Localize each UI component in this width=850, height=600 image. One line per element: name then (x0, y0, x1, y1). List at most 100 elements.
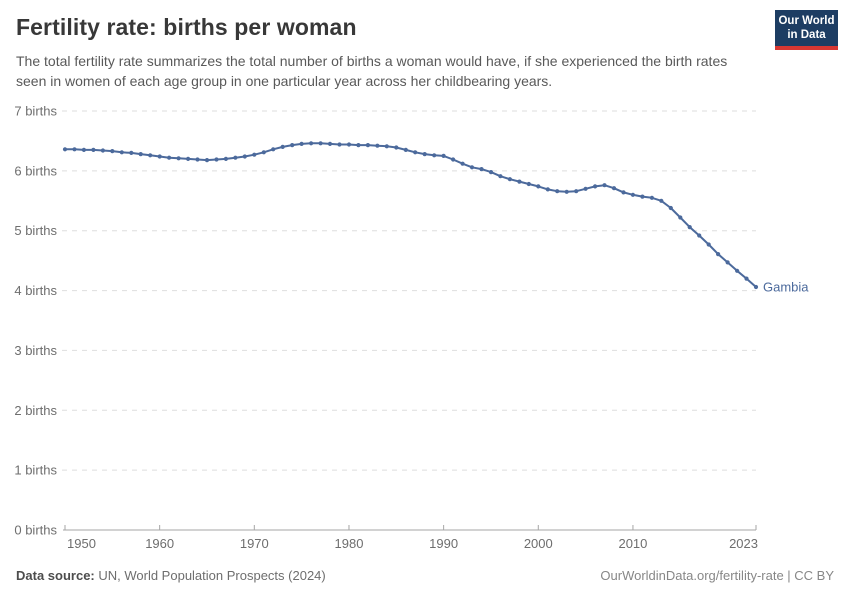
data-point (659, 198, 664, 203)
y-axis-label: 7 births (14, 104, 57, 119)
data-source-value: UN, World Population Prospects (2024) (94, 568, 326, 583)
x-axis-label: 2010 (618, 536, 647, 551)
data-point (261, 150, 266, 155)
data-point (119, 150, 124, 155)
x-axis-label: 1980 (335, 536, 364, 551)
data-point (621, 190, 626, 195)
y-axis-label: 3 births (14, 343, 57, 358)
data-point (432, 153, 437, 158)
data-point (602, 183, 607, 188)
data-point (441, 153, 446, 158)
data-point (72, 147, 77, 152)
data-point (507, 177, 512, 182)
data-point (735, 268, 740, 273)
owid-logo-line1: Our World (778, 14, 835, 27)
data-point (62, 147, 68, 152)
data-point (233, 155, 238, 160)
owid-logo-line2: in Data (787, 29, 826, 41)
data-point (356, 143, 361, 148)
data-point (668, 205, 673, 211)
y-axis-label: 4 births (14, 283, 57, 298)
data-point (564, 189, 569, 194)
data-point (299, 141, 304, 146)
data-point (129, 150, 134, 155)
entity-label: Gambia (763, 279, 809, 294)
data-point (214, 157, 219, 162)
y-axis-label: 5 births (14, 223, 57, 238)
chart-subtitle: The total fertility rate summarizes the … (16, 53, 728, 89)
data-point (346, 142, 352, 147)
x-axis-label: 1990 (429, 536, 458, 551)
data-point (195, 157, 200, 162)
data-point (488, 170, 494, 175)
data-point (422, 152, 427, 157)
x-axis-label: 1970 (240, 536, 269, 551)
data-point (649, 195, 655, 200)
data-point (716, 252, 721, 257)
data-point (365, 143, 370, 148)
data-point (309, 141, 314, 146)
data-point (574, 189, 579, 194)
data-point (204, 158, 210, 163)
data-point (517, 179, 522, 184)
credit-link[interactable]: OurWorldinData.org/fertility-rate | CC B… (600, 568, 834, 583)
data-point (327, 141, 333, 146)
data-point (91, 147, 96, 152)
owid-logo[interactable]: Our World in Data (775, 10, 838, 50)
data-point (337, 142, 342, 147)
data-point (318, 141, 323, 146)
x-axis-label: 1960 (145, 536, 174, 551)
line-chart: 7 births 6 births 5 births 4 births 3 births… (14, 104, 809, 552)
data-point (252, 152, 257, 157)
data-point (186, 156, 191, 161)
data-point (498, 174, 503, 179)
data-point (611, 186, 617, 191)
page-title: Fertility rate: births per woman (16, 14, 357, 40)
data-point (167, 155, 172, 160)
data-point (697, 233, 702, 238)
data-point (413, 150, 418, 155)
data-point (271, 147, 276, 152)
x-axis-label: 2000 (524, 536, 553, 551)
data-point (678, 215, 683, 220)
data-point (242, 154, 247, 159)
data-point (176, 156, 181, 161)
data-point (223, 156, 228, 161)
series-line (65, 142, 757, 288)
data-point (157, 154, 162, 159)
y-axis-label: 6 births (14, 163, 57, 178)
data-point (110, 149, 115, 154)
data-point (753, 284, 759, 290)
data-point (290, 143, 295, 148)
data-point (403, 147, 408, 152)
data-point (725, 260, 730, 265)
data-point (384, 144, 389, 149)
data-point (479, 167, 484, 172)
data-point (451, 157, 456, 162)
data-point (100, 148, 105, 153)
data-point (744, 276, 749, 281)
data-point (460, 161, 465, 166)
data-point (375, 143, 380, 148)
data-point (593, 184, 598, 189)
y-axis-label: 0 births (14, 523, 57, 538)
data-source-label: Data source: (16, 568, 95, 583)
data-point (706, 242, 711, 247)
data-point (138, 152, 143, 157)
data-point (148, 153, 153, 158)
data-point (536, 184, 541, 189)
data-point (526, 181, 531, 187)
y-axis-label: 2 births (14, 403, 57, 418)
data-point (394, 145, 399, 150)
data-point (280, 144, 285, 149)
data-point (545, 187, 550, 192)
data-source: Data source: UN, World Population Prospe… (16, 568, 326, 583)
data-point (687, 225, 692, 230)
y-axis-label: 1 births (14, 463, 57, 478)
x-axis-label: 1950 (67, 536, 96, 551)
data-point (630, 192, 636, 197)
data-point (555, 189, 560, 194)
data-point (640, 194, 645, 199)
x-axis-label: 2023 (729, 536, 758, 551)
data-point (81, 147, 86, 152)
